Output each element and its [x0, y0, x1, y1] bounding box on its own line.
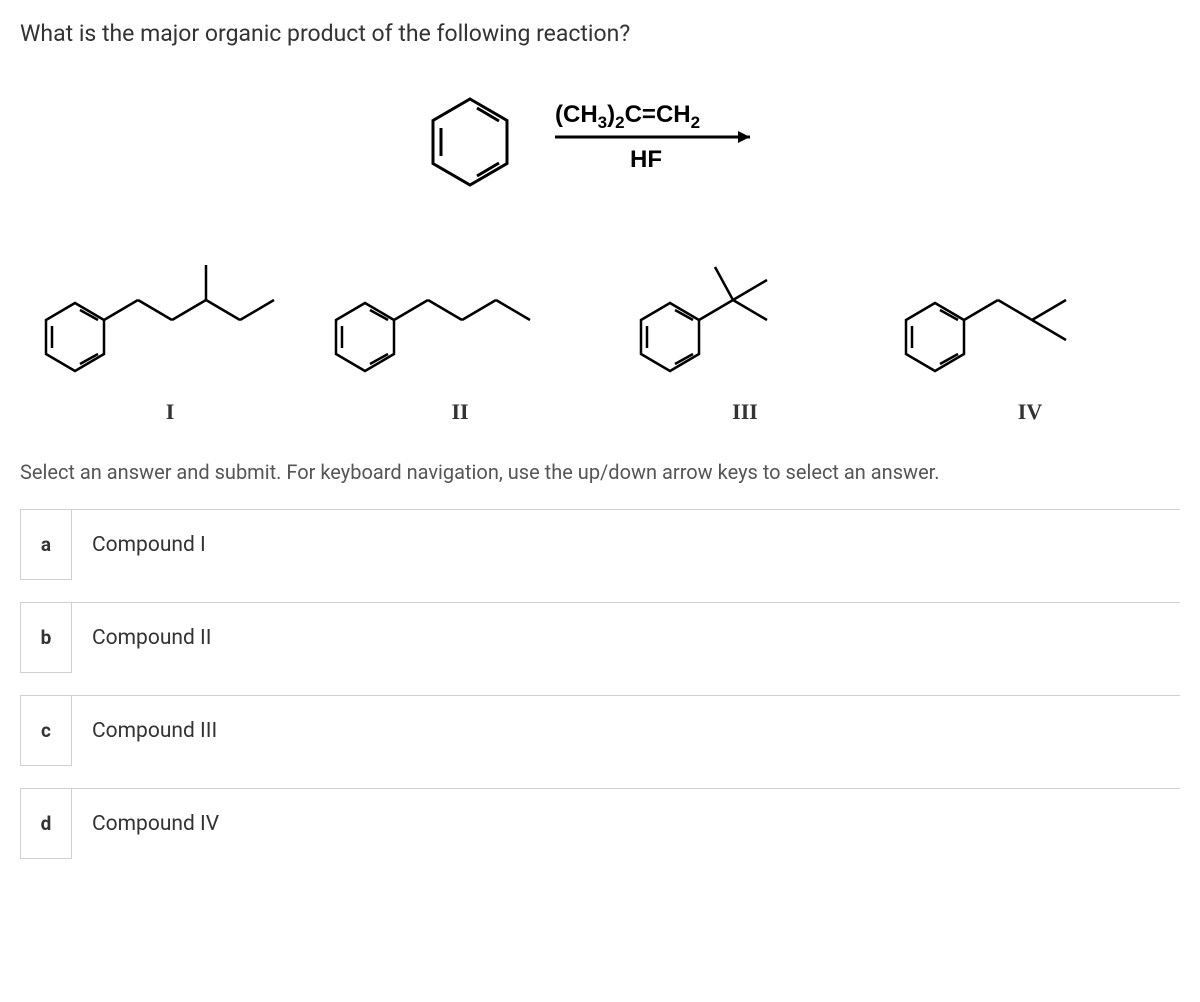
compound-3: III: [605, 227, 885, 425]
compound-1-structure: [25, 227, 315, 387]
option-letter-c: c: [20, 696, 72, 766]
option-letter-a: a: [20, 510, 72, 580]
compound-2-label: II: [451, 399, 468, 425]
reagent-line2: HF: [630, 146, 662, 173]
compound-3-structure: [615, 227, 875, 387]
compound-3-label: III: [732, 399, 758, 425]
compound-4: IV: [885, 227, 1175, 425]
compound-4-label: IV: [1018, 399, 1042, 425]
compound-1-label: I: [166, 399, 175, 425]
compound-2: II: [315, 227, 605, 425]
option-c[interactable]: c Compound III: [20, 695, 1180, 766]
option-text-d: Compound IV: [72, 789, 1180, 859]
question-text: What is the major organic product of the…: [20, 20, 1180, 47]
option-letter-b: b: [20, 603, 72, 673]
reagent-line1: (CH3)2C=CH2: [555, 101, 700, 132]
compound-2-structure: [315, 227, 605, 387]
options-container: a Compound I b Compound II c Compound II…: [20, 509, 1180, 859]
compounds-row: I II: [20, 227, 1180, 425]
compound-4-structure: [885, 227, 1175, 387]
option-a[interactable]: a Compound I: [20, 509, 1180, 580]
instructions-text: Select an answer and submit. For keyboar…: [20, 460, 1180, 484]
option-text-a: Compound I: [72, 510, 1180, 580]
option-d[interactable]: d Compound IV: [20, 788, 1180, 859]
question-container: What is the major organic product of the…: [0, 0, 1200, 879]
reaction-diagram: (CH3)2C=CH2 HF: [20, 82, 1180, 202]
compound-1: I: [25, 227, 315, 425]
option-letter-d: d: [20, 789, 72, 859]
option-b[interactable]: b Compound II: [20, 602, 1180, 673]
reaction-svg: (CH3)2C=CH2 HF: [400, 82, 800, 202]
option-text-b: Compound II: [72, 603, 1180, 673]
option-text-c: Compound III: [72, 696, 1180, 766]
